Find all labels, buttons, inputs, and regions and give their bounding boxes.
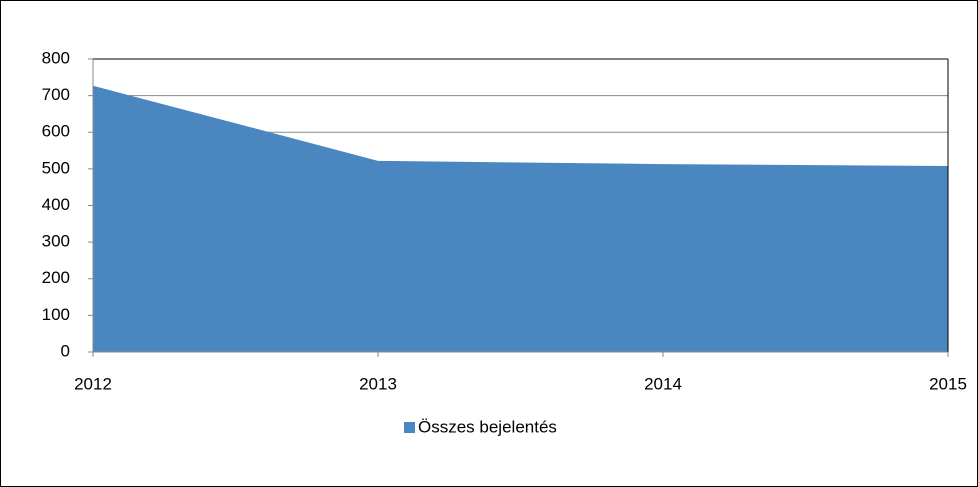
y-tick-label: 800 [42,48,70,67]
y-tick-label: 500 [42,158,70,177]
y-tick-label: 400 [42,195,70,214]
legend-label: Összes bejelentés [418,417,557,436]
area [93,85,948,352]
y-tick-label: 200 [42,268,70,287]
y-tick-label: 600 [42,122,70,141]
y-tick-label: 100 [42,305,70,324]
x-tick-label: 2014 [644,374,682,393]
x-tick-label: 2013 [359,374,397,393]
x-tick-label: 2015 [929,374,967,393]
y-tick-label: 0 [61,341,70,360]
y-tick-label: 700 [42,85,70,104]
legend-swatch [404,422,415,433]
y-tick-label: 300 [42,232,70,251]
x-tick-label: 2012 [74,374,112,393]
